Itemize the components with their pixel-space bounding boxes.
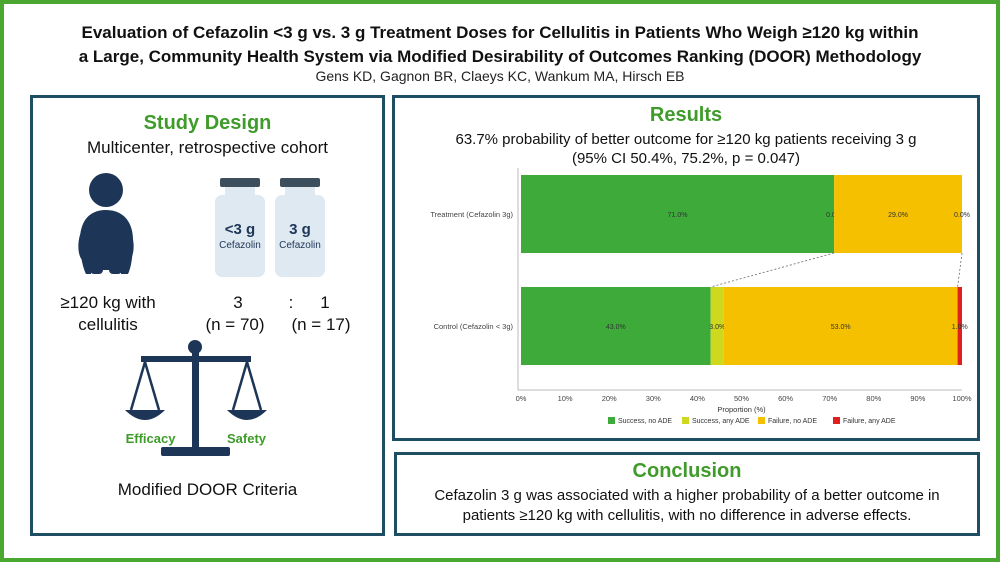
x-tick-label-8: 80% — [866, 394, 881, 403]
bar-treatment-series-1 — [521, 175, 835, 253]
stacked-bar-chart: 71.0%0.0%29.0%0.0%Treatment (Cefazolin 3… — [430, 168, 972, 425]
study-design-graphics — [78, 173, 325, 456]
legend-swatch-3 — [758, 417, 765, 424]
authors: Gens KD, Gagnon BR, Claeys KC, Wankum MA… — [315, 68, 685, 84]
scale-label-efficacy: Efficacy — [125, 431, 176, 446]
legend-label-3: Failure, no ADE — [768, 418, 817, 425]
x-tick-label-2: 20% — [602, 394, 617, 403]
category-label-1: Treatment (Cefazolin 3g) — [430, 210, 513, 219]
bar-control-series-2 — [710, 287, 724, 365]
study-design-panel: Study Design Multicenter, retrospective … — [30, 95, 385, 536]
vial2-drug: Cefazolin — [279, 240, 321, 251]
vial1-dose: <3 g — [224, 221, 256, 238]
x-tick-label-4: 40% — [690, 394, 705, 403]
bar-treatment-series-3 — [834, 175, 962, 253]
results-heading: Results — [649, 104, 723, 126]
data-label-treatment-series-4: 0.0% — [954, 212, 970, 219]
data-label-control-series-1: 43.0% — [606, 324, 626, 331]
bar-control-series-1 — [521, 287, 711, 365]
legend-label-4: Failure, any ADE — [843, 418, 896, 425]
legend-swatch-2 — [682, 417, 689, 424]
data-label-control-series-3: 53.0% — [831, 324, 851, 331]
category-label-2: Control (Cefazolin < 3g) — [434, 322, 514, 331]
vial1-drug: Cefazolin — [219, 240, 261, 251]
balance-scale-icon — [125, 340, 267, 456]
connector-success-line — [710, 252, 835, 288]
ratio-colon: : — [288, 293, 294, 312]
data-label-treatment-series-1: 71.0% — [668, 212, 688, 219]
legend-swatch-4 — [833, 417, 840, 424]
study-design-subtitle: Multicenter, retrospective cohort — [87, 138, 328, 157]
population-line-1: ≥120 kg with — [60, 293, 156, 312]
vial2-dose: 3 g — [289, 221, 311, 238]
legend-swatch-1 — [608, 417, 615, 424]
vial-icon-less-than-3g — [215, 178, 265, 277]
results-panel: Results 63.7% probability of better outc… — [392, 95, 980, 441]
data-label-control-series-2: 3.0% — [709, 324, 725, 331]
x-tick-label-3: 30% — [646, 394, 661, 403]
x-tick-label-10: 100% — [952, 394, 972, 403]
n-right: (n = 17) — [291, 315, 351, 334]
vial-icon-3g — [275, 178, 325, 277]
ratio-left: 3 — [233, 293, 243, 312]
door-criteria-label: Modified DOOR Criteria — [117, 480, 298, 499]
conclusion-line-1: Cefazolin 3 g was associated with a high… — [434, 487, 940, 504]
title-line-1: Evaluation of Cefazolin <3 g vs. 3 g Tre… — [81, 23, 919, 42]
legend-label-2: Success, any ADE — [692, 418, 750, 425]
results-line-2: (95% CI 50.4%, 75.2%, p = 0.047) — [571, 150, 801, 167]
scale-label-safety: Safety — [226, 431, 267, 446]
x-tick-label-6: 60% — [778, 394, 793, 403]
study-design-heading: Study Design — [143, 112, 272, 134]
title-line-2: a Large, Community Health System via Mod… — [78, 47, 922, 66]
conclusion-heading: Conclusion — [632, 460, 742, 482]
results-line-1: 63.7% probability of better outcome for … — [455, 131, 917, 148]
x-tick-label-7: 70% — [822, 394, 837, 403]
x-tick-label-9: 90% — [910, 394, 925, 403]
legend-label-1: Success, no ADE — [618, 418, 672, 425]
n-left: (n = 70) — [205, 315, 265, 334]
data-label-treatment-series-3: 29.0% — [888, 212, 908, 219]
x-tick-label-0: 0% — [516, 394, 527, 403]
bar-control-series-3 — [723, 287, 958, 365]
conclusion-panel: Conclusion Cefazolin 3 g was associated … — [394, 452, 980, 536]
x-tick-label-5: 50% — [734, 394, 749, 403]
population-line-2: cellulitis — [78, 315, 138, 334]
data-label-control-series-4: 1.0% — [952, 324, 968, 331]
connector-failure-line — [957, 252, 963, 288]
person-icon — [78, 173, 134, 274]
bar-control-series-4 — [957, 287, 962, 365]
x-axis-title: Proportion (%) — [717, 405, 766, 414]
ratio-right: 1 — [320, 293, 330, 312]
x-tick-label-1: 10% — [558, 394, 573, 403]
conclusion-line-2: patients ≥120 kg with cellulitis, with n… — [462, 507, 912, 524]
